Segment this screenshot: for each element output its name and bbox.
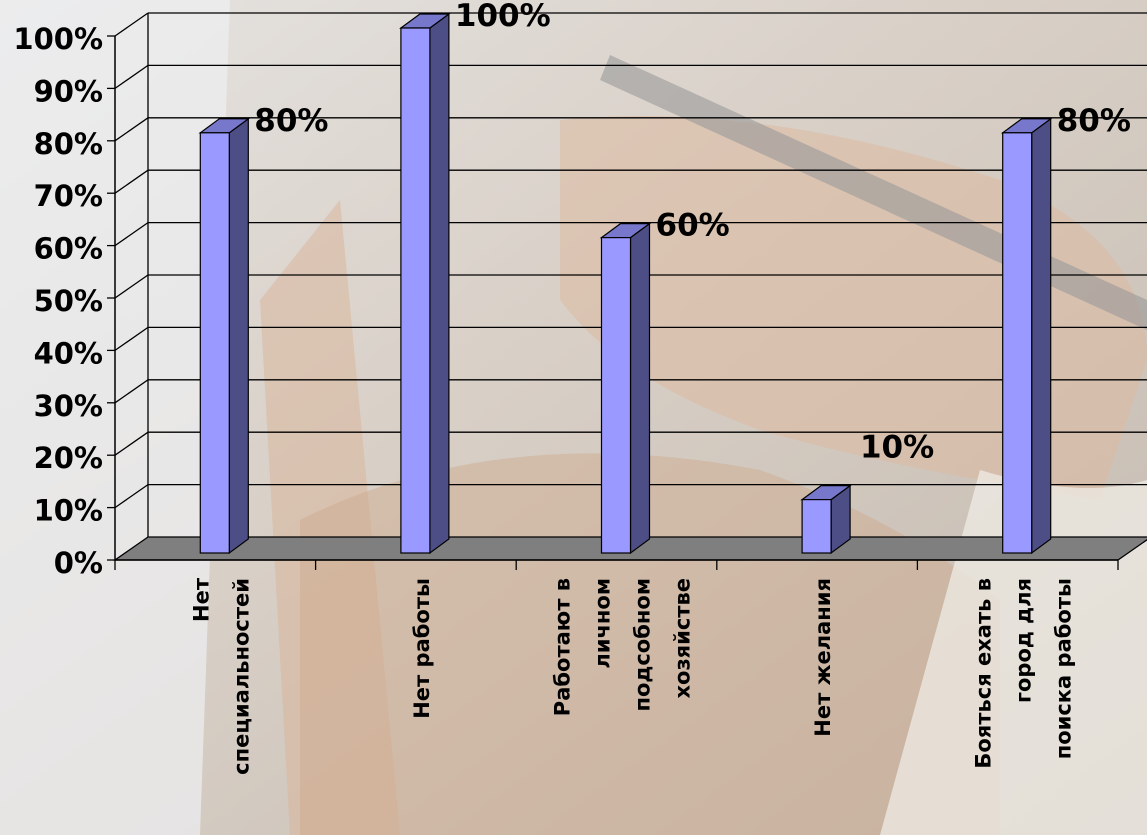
y-tick-label: 60% <box>34 232 103 266</box>
gridline-side <box>114 431 149 456</box>
y-tick-label: 20% <box>34 441 103 475</box>
bar <box>600 237 632 554</box>
y-tick-label: 30% <box>34 389 103 423</box>
data-label: 100% <box>455 0 551 34</box>
y-tick-label: 40% <box>34 336 103 370</box>
gridline-side <box>114 326 149 351</box>
y-tick-label: 70% <box>34 179 103 213</box>
y-tick-label: 90% <box>34 74 103 108</box>
gridline-side <box>114 169 149 194</box>
category-label-line: Нет работы <box>410 578 434 719</box>
category-label: Нет работы <box>410 578 434 719</box>
category-label-line: поиска работы <box>1052 578 1076 759</box>
category-label-line: подсобном <box>631 578 655 712</box>
category-label-line: Работают в <box>551 578 575 716</box>
bar <box>801 499 832 554</box>
bar <box>400 27 431 554</box>
category-label-line: Нет <box>189 577 213 622</box>
category-label-line: город для <box>1012 578 1036 703</box>
bar-side <box>429 12 450 555</box>
gridline-side <box>114 12 149 37</box>
data-label: 80% <box>1057 103 1131 139</box>
category-label: Нет специальностей <box>189 577 253 775</box>
bar-side <box>629 222 651 555</box>
y-tick-label: 80% <box>34 127 103 161</box>
category-label-line: хозяйстве <box>671 578 695 699</box>
category-label-line: личном <box>591 578 615 669</box>
bar <box>199 132 230 554</box>
y-tick-label: 50% <box>34 284 103 318</box>
bar <box>1002 132 1033 554</box>
y-tick-label: 0% <box>54 546 103 580</box>
bar-side <box>1031 117 1052 555</box>
gridline-side <box>114 274 149 299</box>
gridline-side <box>114 64 149 89</box>
y-tick-label: 100% <box>13 22 103 56</box>
bar-side <box>228 117 249 555</box>
data-label: 10% <box>860 430 934 466</box>
gridline-side <box>114 222 149 247</box>
gridline-side <box>114 379 149 404</box>
data-label: 60% <box>656 208 730 244</box>
category-label-line: специальностей <box>229 578 253 775</box>
category-label: Работают в личном подсобном хозяйстве <box>551 578 695 716</box>
category-label: Бояться ехать в город для поиска работы <box>972 578 1076 769</box>
data-label: 80% <box>254 103 328 139</box>
category-label-line: Нет желания <box>811 578 835 737</box>
gridline-side <box>114 117 149 142</box>
gridline-side <box>114 484 149 509</box>
y-tick-label: 10% <box>34 494 103 528</box>
category-label-line: Бояться ехать в <box>972 578 996 769</box>
category-label: Нет желания <box>811 578 835 737</box>
